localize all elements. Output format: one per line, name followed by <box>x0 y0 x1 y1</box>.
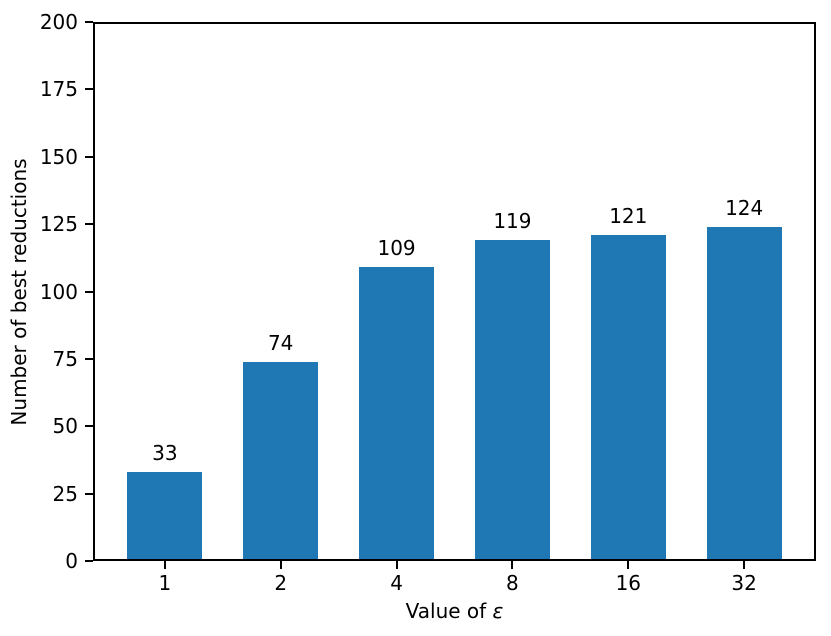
bar-8 <box>474 240 551 561</box>
bar-value-label: 74 <box>267 330 294 355</box>
x-tick-mark <box>395 561 398 569</box>
y-tick-label: 0 <box>65 549 78 573</box>
y-tick-mark <box>85 290 93 293</box>
epsilon-symbol: ε <box>492 599 504 623</box>
bar-4 <box>358 267 435 561</box>
y-tick-mark <box>85 560 93 562</box>
y-tick-label: 150 <box>39 144 78 169</box>
y-tick-label: 125 <box>39 212 78 237</box>
y-tick-mark <box>85 88 93 91</box>
x-tick-label: 2 <box>274 571 288 595</box>
x-tick-label: 4 <box>390 571 403 595</box>
y-tick-label: 50 <box>52 414 78 439</box>
x-tick-label: 8 <box>506 571 519 595</box>
x-tick-mark <box>743 561 746 569</box>
bar-value-label: 124 <box>725 195 764 220</box>
x-axis-label-text: Value of <box>405 599 493 623</box>
x-tick-mark <box>163 561 166 569</box>
x-axis-label: Value of ε <box>406 599 504 623</box>
bar-value-label: 33 <box>152 441 178 466</box>
bar-value-label: 119 <box>493 209 532 234</box>
plot-area: Number of best reductions Value of ε 0 25… <box>7 10 816 623</box>
bar-16 <box>590 234 666 561</box>
x-tick-label: 1 <box>158 571 172 595</box>
y-tick-mark <box>85 21 93 23</box>
bar-32 <box>706 226 782 561</box>
bar-1 <box>127 472 203 561</box>
x-tick-mark <box>511 561 514 569</box>
bar-2 <box>243 361 319 561</box>
y-tick-mark <box>85 155 93 158</box>
x-tick-label: 16 <box>615 571 642 595</box>
y-tick-label: 100 <box>39 279 78 304</box>
bar-value-label: 109 <box>377 236 416 261</box>
y-tick-label: 200 <box>39 10 78 34</box>
x-tick-mark <box>279 561 282 569</box>
y-tick-label: 75 <box>52 346 78 371</box>
y-tick-label: 25 <box>52 481 78 506</box>
y-tick-mark <box>85 223 93 226</box>
x-tick-label: 32 <box>731 571 757 595</box>
y-tick-mark <box>85 492 93 495</box>
x-tick-mark <box>627 561 630 569</box>
bar-value-label: 121 <box>609 203 648 228</box>
y-tick-mark <box>85 425 93 428</box>
y-axis-label: Number of best reductions <box>7 157 31 426</box>
y-tick-mark <box>85 357 93 360</box>
y-tick-label: 175 <box>39 77 78 102</box>
